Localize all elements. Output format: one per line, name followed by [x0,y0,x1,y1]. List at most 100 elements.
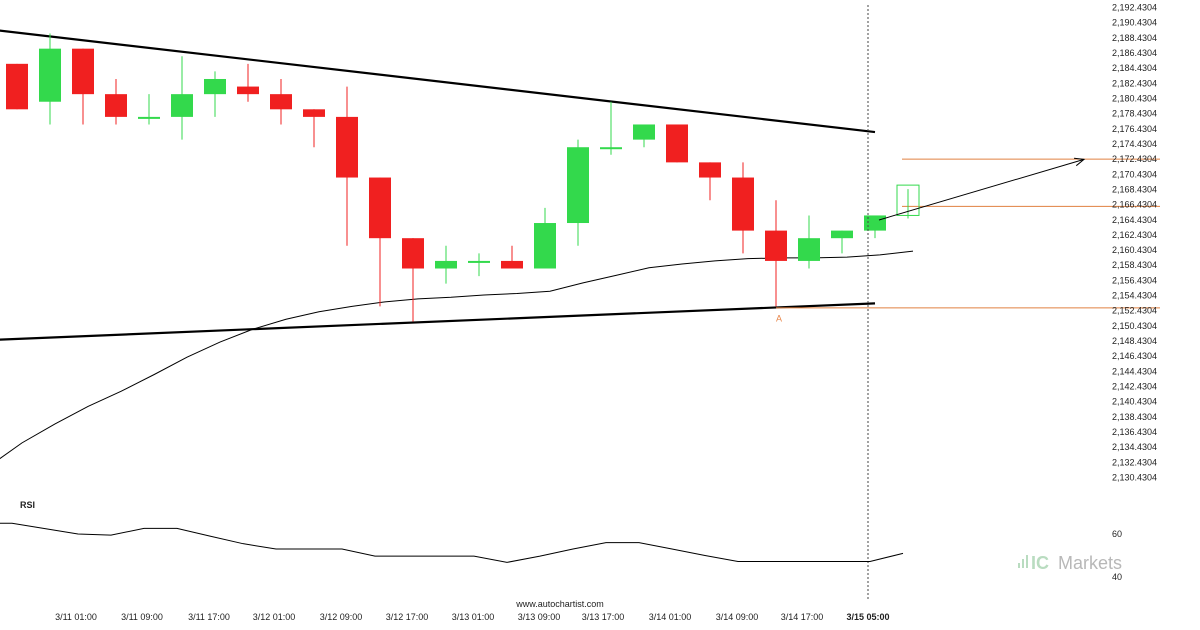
price-tick-label: 2,150.4304 [1112,321,1157,331]
moving-average-line [0,250,914,460]
candle [798,215,820,269]
price-tick-label: 2,174.4304 [1112,139,1157,149]
price-tick-label: 2,130.4304 [1112,473,1157,483]
candle-body [831,230,853,239]
candle-body [600,147,622,150]
price-tick-label: 2,148.4304 [1112,336,1157,346]
price-tick-label: 2,142.4304 [1112,382,1157,392]
brand-bar-icon [1022,559,1024,568]
candle [402,238,424,322]
candle-body [303,109,325,117]
candle-body [369,177,391,239]
price-axis: 2,192.4304 2,190.4304 2,188.4304 2,186.4304… [1112,3,1157,483]
price-tick-label: 2,180.4304 [1112,93,1157,103]
candle-body [534,223,556,269]
price-tick-label: 2,156.4304 [1112,275,1157,285]
candle-body [171,94,193,117]
rsi-line [0,522,904,563]
price-tick-label: 2,176.4304 [1112,124,1157,134]
candle-body [501,260,523,269]
candle [567,139,589,246]
candle-body [567,147,589,224]
candle [138,94,160,125]
time-tick-label: 3/14 01:00 [649,612,692,622]
price-tick-label: 2,170.4304 [1112,169,1157,179]
time-tick-label: 3/11 17:00 [188,612,230,622]
candle-body [699,162,721,178]
triangle-pattern-lines [0,29,876,341]
pattern-line-lower [0,302,876,341]
rsi-label: RSI [20,500,35,510]
candle-body [468,260,490,263]
rsi-tick-label: 60 [1112,529,1122,539]
brand-name: Markets [1058,553,1122,573]
forecast-arrow-head-icon [1074,157,1086,167]
time-tick-label: 3/14 09:00 [716,612,759,622]
candle [501,245,523,269]
candle [105,78,127,125]
candle [39,33,61,125]
candle-body [402,238,424,269]
candle [171,56,193,140]
brand-bar-icon [1026,555,1028,568]
candle [72,48,94,125]
time-tick-label: 3/13 17:00 [582,612,625,622]
candle-body [72,48,94,95]
price-tick-label: 2,182.4304 [1112,78,1157,88]
candle-body [765,230,787,261]
candle-body [138,116,160,119]
price-tick-label: 2,172.4304 [1112,154,1157,164]
candle-body [336,116,358,178]
candle [369,177,391,307]
time-tick-label: 3/11 01:00 [55,612,97,622]
candle-body [732,177,754,231]
price-tick-label: 2,184.4304 [1112,63,1157,73]
brand-bar-icon [1018,563,1020,568]
candle [204,71,226,117]
pattern-line-upper [0,29,876,134]
candle [732,162,754,254]
price-tick-label: 2,152.4304 [1112,306,1157,316]
time-tick-label: 3/14 17:00 [781,612,824,622]
price-tick-label: 2,146.4304 [1112,351,1157,361]
price-tick-label: 2,188.4304 [1112,33,1157,43]
candle-body [270,94,292,110]
price-tick-label: 2,144.4304 [1112,366,1157,376]
candle [237,63,259,102]
time-tick-label: 3/11 09:00 [121,612,163,622]
candle [435,245,457,284]
price-tick-label: 2,168.4304 [1112,184,1157,194]
candle [600,101,622,155]
brand-prefix: IC [1031,553,1049,573]
candle [6,63,28,110]
candle [831,230,853,254]
price-tick-label: 2,140.4304 [1112,397,1157,407]
forecast-arrow-line [878,158,1085,221]
price-tick-label: 2,138.4304 [1112,412,1157,422]
candle [303,109,325,148]
candle [468,253,490,277]
time-tick-label: 3/15 05:00 [846,612,889,622]
time-tick-label: 3/13 09:00 [518,612,561,622]
time-tick-label: 3/12 09:00 [320,612,363,622]
time-tick-label: 3/12 01:00 [253,612,296,622]
candle-body [6,63,28,110]
brand-logo: IC Markets [1018,553,1122,573]
candle-body [633,124,655,140]
moving-average [0,250,914,460]
rsi-panel: RSI 60 40 [0,500,1122,582]
candle [336,86,358,246]
candle-body [435,260,457,269]
candle-body [666,124,688,163]
price-tick-label: 2,158.4304 [1112,260,1157,270]
candle-body [105,94,127,117]
time-axis: 3/11 01:00 3/11 09:00 3/11 17:00 3/12 01:00… [55,612,889,622]
level-lines [776,158,1160,309]
candle [765,200,787,307]
forecast [878,157,1086,221]
price-tick-label: 2,178.4304 [1112,109,1157,119]
point-a-label: A [776,313,782,323]
price-tick-label: 2,186.4304 [1112,48,1157,58]
